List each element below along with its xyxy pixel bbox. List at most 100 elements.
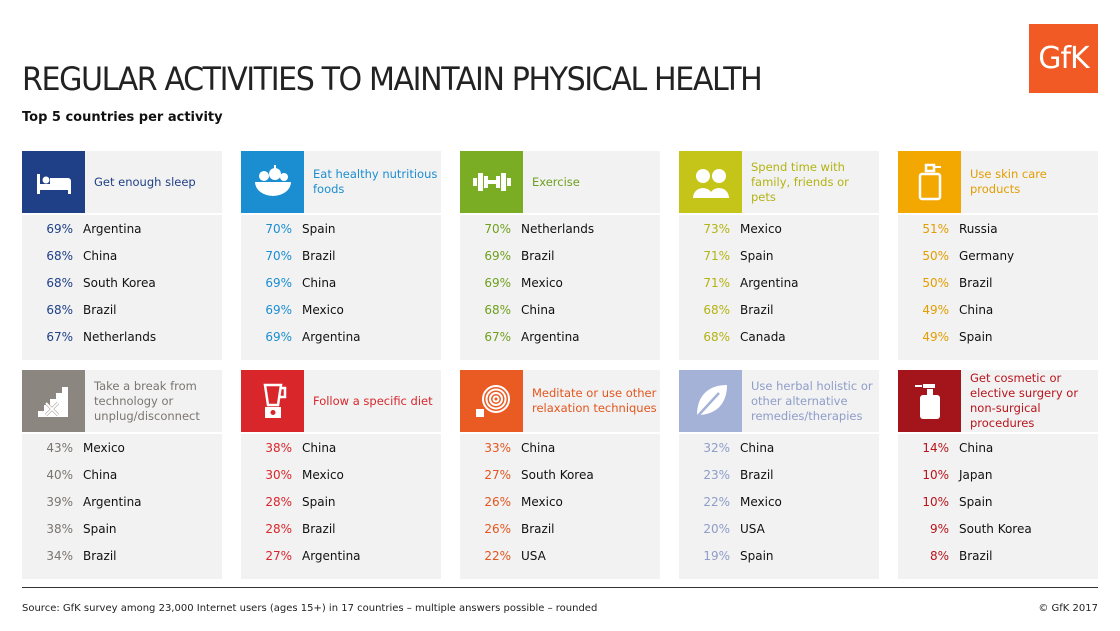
activity-label: Meditate or use other relaxation techniq… [532,386,657,415]
card-header: Use skin care products [898,151,1098,213]
dumbbell-icon [460,151,523,213]
country-list: 73% Mexico 71% Spain 71% Argentina 68% Brazi… [679,215,879,350]
country-name: Argentina [302,329,361,344]
list-item: 51% Russia [898,215,1098,242]
percentage: 38% [265,440,292,455]
card-divider [22,213,222,215]
country-name: China [521,440,556,455]
card-header: Get enough sleep [22,151,222,213]
country-name: China [83,467,118,482]
unplug-stairs-icon [22,370,85,432]
list-item: 28% Brazil [241,515,441,542]
country-name: Brazil [740,302,774,317]
card-divider [679,432,879,434]
country-name: Brazil [302,521,336,536]
list-item: 68% Brazil [22,296,222,323]
list-item: 49% Spain [898,323,1098,350]
food-bowl-icon [241,151,304,213]
country-name: Brazil [959,275,993,290]
percentage: 14% [922,440,949,455]
country-name: Argentina [302,548,361,563]
family-icon [679,151,742,213]
list-item: 26% Mexico [460,488,660,515]
activity-card-meditate: Meditate or use other relaxation techniq… [460,370,660,579]
list-item: 49% China [898,296,1098,323]
footer-divider [22,587,1098,588]
country-name: Spain [959,329,993,344]
country-name: China [740,440,775,455]
activity-label: Follow a specific diet [313,393,433,408]
percentage: 68% [703,302,730,317]
list-item: 69% Brazil [460,242,660,269]
percentage: 26% [484,494,511,509]
country-name: Spain [959,494,993,509]
activity-grid: Get enough sleep 69% Argentina 68% China 6… [22,151,1100,581]
country-name: Spain [740,548,774,563]
percentage: 40% [46,467,73,482]
country-name: USA [740,521,765,536]
country-name: South Korea [83,275,156,290]
percentage: 22% [703,494,730,509]
percentage: 23% [703,467,730,482]
card-header: Meditate or use other relaxation techniq… [460,370,660,432]
percentage: 69% [484,248,511,263]
percentage: 28% [265,494,292,509]
country-list: 43% Mexico 40% China 39% Argentina 38% Spain… [22,434,222,569]
percentage: 68% [46,248,73,263]
activity-card-cosmetic-surgery: Get cosmetic or elective surgery or non-… [898,370,1098,579]
activity-label: Get enough sleep [94,174,196,189]
percentage: 67% [46,329,73,344]
activity-label: Take a break from technology or unplug/d… [94,378,200,423]
country-list: 70% Netherlands 69% Brazil 69% Mexico 68% Ch… [460,215,660,350]
list-item: 70% Spain [241,215,441,242]
gfk-logo: GfK [1029,24,1098,93]
percentage: 28% [265,521,292,536]
country-name: Russia [959,221,998,236]
leaf-icon [679,370,742,432]
country-name: Argentina [83,221,142,236]
percentage: 27% [265,548,292,563]
percentage: 67% [484,329,511,344]
card-header: Use herbal holistic or other alternative… [679,370,879,432]
card-divider [898,213,1098,215]
percentage: 30% [265,467,292,482]
list-item: 30% Mexico [241,461,441,488]
list-item: 9% South Korea [898,515,1098,542]
page-subtitle: Top 5 countries per activity [22,110,223,125]
percentage: 68% [46,302,73,317]
spiral-icon [460,370,523,432]
country-list: 70% Spain 70% Brazil 69% China 69% Mexico 69… [241,215,441,350]
country-name: China [302,275,337,290]
activity-card-diet: Follow a specific diet 38% China 30% Mexic… [241,370,441,579]
list-item: 71% Spain [679,242,879,269]
blender-icon [241,370,304,432]
list-item: 70% Brazil [241,242,441,269]
percentage: 27% [484,467,511,482]
activity-card-family-time: Spend time with family, friends or pets … [679,151,879,360]
country-name: Spain [302,494,336,509]
list-item: 38% China [241,434,441,461]
activity-label: Use skin care products [970,167,1047,196]
card-divider [679,213,879,215]
copyright: © GfK 2017 [1038,603,1098,614]
bed-icon [22,151,85,213]
country-list: 38% China 30% Mexico 28% Spain 28% Brazil 27… [241,434,441,569]
country-name: China [959,302,994,317]
list-item: 23% Brazil [679,461,879,488]
logo-text: GfK [1038,41,1089,76]
country-name: Canada [740,329,786,344]
percentage: 26% [484,521,511,536]
list-item: 19% Spain [679,542,879,569]
percentage: 8% [929,548,949,563]
list-item: 27% South Korea [460,461,660,488]
activity-card-sleep: Get enough sleep 69% Argentina 68% China 6… [22,151,222,360]
card-header: Follow a specific diet [241,370,441,432]
country-name: China [83,248,118,263]
country-name: Netherlands [83,329,157,344]
list-item: 38% Spain [22,515,222,542]
card-divider [241,213,441,215]
list-item: 22% USA [460,542,660,569]
country-name: Argentina [83,494,142,509]
country-name: Spain [740,248,774,263]
card-header: Spend time with family, friends or pets [679,151,879,213]
